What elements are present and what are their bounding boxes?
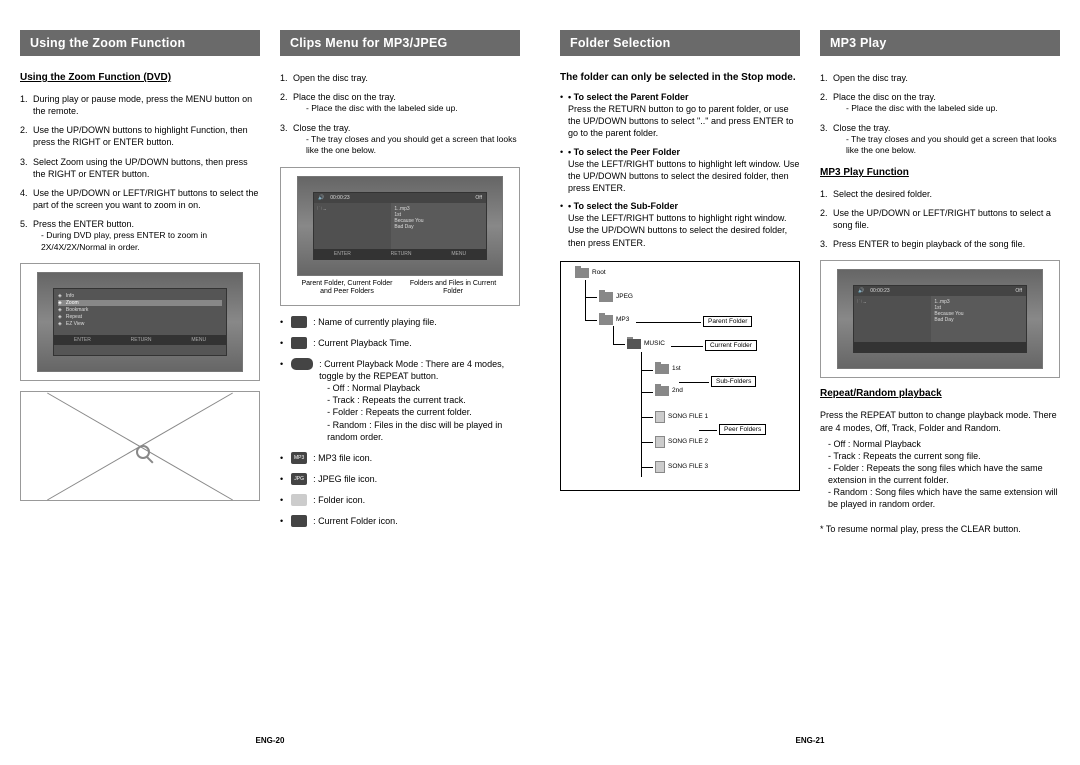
folder-header: Folder Selection	[560, 30, 800, 56]
left-page: Using the Zoom Function Using the Zoom F…	[0, 0, 540, 765]
jpeg-icon: JPG	[291, 473, 307, 485]
mode-icon	[291, 358, 313, 370]
file-icon	[655, 461, 665, 473]
zoom-subtitle: Using the Zoom Function (DVD)	[20, 72, 260, 83]
sub-folder-item: • To select the Sub-Folder Use the LEFT/…	[560, 200, 800, 249]
file-name-icon	[291, 316, 307, 328]
mp3-column: MP3 Play 1.Open the disc tray. 2.Place t…	[820, 30, 1060, 745]
caption-right: Folders and Files in Current Folder	[403, 280, 503, 297]
file-icon	[655, 436, 665, 448]
clips-steps: 1.Open the disc tray. 2.Place the disc o…	[280, 72, 520, 157]
folder-subtitle: The folder can only be selected in the S…	[560, 72, 800, 83]
folder-tree-diagram: Root JPEG MP3 MUSIC 1st 2nd SONG FILE 1 …	[560, 261, 800, 491]
folder-column: Folder Selection The folder can only be …	[560, 30, 800, 745]
icon-legend: : Name of currently playing file. : Curr…	[280, 316, 520, 528]
magnify-icon	[136, 445, 150, 459]
mp3-play-steps: 1.Select the desired folder. 2.Use the U…	[820, 188, 1060, 251]
folder-icon	[575, 268, 589, 278]
repeat-sub: Repeat/Random playback	[820, 388, 1060, 399]
clips-column: Clips Menu for MP3/JPEG 1.Open the disc …	[280, 30, 520, 745]
zoom-menu-screenshot: ◈Info ◈Zoom ◈Bookmark ◈Repeat ◈EZ View E…	[20, 263, 260, 381]
zoom-arrows-diagram	[20, 391, 260, 501]
resume-note: * To resume normal play, press the CLEAR…	[820, 523, 1060, 535]
folder-icon	[655, 386, 669, 396]
zoom-column: Using the Zoom Function Using the Zoom F…	[20, 30, 260, 745]
repeat-intro: Press the REPEAT button to change playba…	[820, 409, 1060, 433]
left-page-num: ENG-20	[256, 736, 285, 745]
folder-icon	[291, 494, 307, 506]
folder-icon	[655, 364, 669, 374]
mp3-screenshot: 🔊 00:00:23 Off 🗀 .. 1..mp3 1st Because Y…	[820, 260, 1060, 378]
time-icon	[291, 337, 307, 349]
mp3-header: MP3 Play	[820, 30, 1060, 56]
file-icon	[655, 411, 665, 423]
peer-folder-item: • To select the Peer Folder Use the LEFT…	[560, 146, 800, 195]
mp3-play-sub: MP3 Play Function	[820, 167, 1060, 178]
zoom-note: - During DVD play, press ENTER to zoom i…	[33, 230, 260, 253]
right-page-num: ENG-21	[796, 736, 825, 745]
zoom-header: Using the Zoom Function	[20, 30, 260, 56]
current-folder-icon	[291, 515, 307, 527]
clips-screenshot: 🔊 00:00:23 Off 🗀 .. 1..mp3 1st Because Y…	[280, 167, 520, 306]
folder-icon	[599, 292, 613, 302]
caption-left: Parent Folder, Current Folder and Peer F…	[297, 280, 397, 297]
folder-icon	[599, 315, 613, 325]
mp3-icon: MP3	[291, 452, 307, 464]
parent-folder-item: • To select the Parent Folder Press the …	[560, 91, 800, 140]
mp3-open-steps: 1.Open the disc tray. 2.Place the disc o…	[820, 72, 1060, 157]
right-page: Folder Selection The folder can only be …	[540, 0, 1080, 765]
clips-header: Clips Menu for MP3/JPEG	[280, 30, 520, 56]
zoom-steps: 1.During play or pause mode, press the M…	[20, 93, 260, 253]
current-folder-icon	[627, 339, 641, 349]
